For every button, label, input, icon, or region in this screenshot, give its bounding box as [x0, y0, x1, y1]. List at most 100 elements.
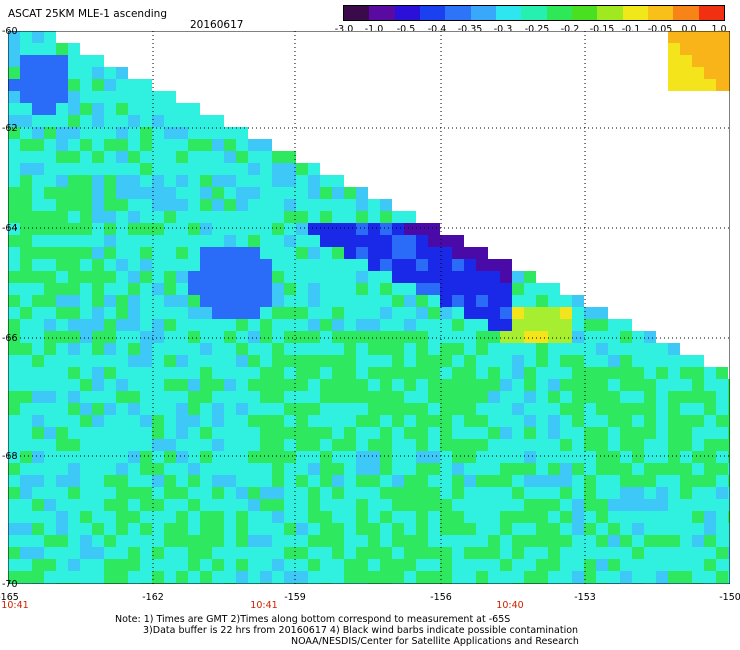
data-cell — [32, 283, 44, 295]
data-cell — [404, 403, 416, 415]
data-cell — [608, 403, 620, 415]
data-cell — [236, 475, 248, 487]
data-cell — [128, 331, 140, 343]
data-cell — [608, 487, 620, 499]
data-cell — [20, 259, 32, 271]
data-cell — [116, 379, 128, 391]
data-cell — [272, 415, 284, 427]
data-cell — [116, 427, 128, 439]
data-cell — [284, 199, 296, 211]
data-cell — [56, 259, 68, 271]
color-scale-tick-label: -1.0 — [364, 24, 384, 35]
data-cell — [176, 523, 188, 535]
data-cell — [596, 571, 608, 583]
data-cell — [344, 343, 356, 355]
data-cell — [20, 355, 32, 367]
data-cell — [248, 235, 260, 247]
data-cell — [356, 523, 368, 535]
data-cell — [152, 355, 164, 367]
data-cell — [68, 427, 80, 439]
data-cell — [152, 319, 164, 331]
data-cell — [8, 571, 20, 583]
data-cell — [8, 535, 20, 547]
data-cell — [476, 415, 488, 427]
data-cell — [404, 355, 416, 367]
data-cell — [464, 523, 476, 535]
data-cell — [140, 559, 152, 571]
data-cell — [272, 283, 284, 295]
data-cell — [404, 223, 416, 235]
data-cell — [644, 475, 656, 487]
data-cell — [716, 379, 728, 391]
data-cell — [80, 355, 92, 367]
data-cell — [236, 439, 248, 451]
data-cell — [140, 451, 152, 463]
data-cell — [140, 499, 152, 511]
data-cell — [524, 547, 536, 559]
data-cell — [704, 31, 716, 43]
data-cell — [512, 523, 524, 535]
data-cell — [596, 511, 608, 523]
data-cell — [116, 271, 128, 283]
data-cell — [164, 139, 176, 151]
data-cell — [140, 523, 152, 535]
data-cell — [176, 235, 188, 247]
data-cell — [248, 295, 260, 307]
data-cell — [704, 403, 716, 415]
data-cell — [80, 127, 92, 139]
data-cell — [188, 391, 200, 403]
data-cell — [380, 247, 392, 259]
data-cell — [680, 391, 692, 403]
data-cell — [548, 283, 560, 295]
data-cell — [452, 535, 464, 547]
color-scale-tick-label: -0.35 — [457, 24, 483, 35]
data-cell — [236, 175, 248, 187]
data-cell — [188, 223, 200, 235]
data-cell — [428, 391, 440, 403]
data-cell — [620, 319, 632, 331]
longitude-label: -153 — [574, 592, 596, 603]
data-cell — [128, 511, 140, 523]
data-cell — [116, 475, 128, 487]
data-cell — [68, 67, 80, 79]
data-cell — [512, 391, 524, 403]
data-cell — [680, 67, 692, 79]
data-cell — [200, 187, 212, 199]
data-cell — [620, 523, 632, 535]
data-cell — [488, 475, 500, 487]
data-cell — [236, 415, 248, 427]
data-cell — [584, 415, 596, 427]
data-cell — [32, 403, 44, 415]
data-cell — [284, 235, 296, 247]
data-cell — [116, 523, 128, 535]
data-cell — [20, 571, 32, 583]
data-cell — [560, 331, 572, 343]
data-cell — [416, 427, 428, 439]
data-cell — [92, 127, 104, 139]
data-cell — [236, 139, 248, 151]
data-cell — [128, 499, 140, 511]
data-cell — [440, 355, 452, 367]
data-cell — [344, 259, 356, 271]
data-cell — [176, 463, 188, 475]
data-cell — [152, 427, 164, 439]
data-cell — [296, 451, 308, 463]
data-cell — [164, 259, 176, 271]
data-cell — [464, 355, 476, 367]
data-cell — [20, 415, 32, 427]
data-cell — [20, 67, 32, 79]
data-cell — [116, 199, 128, 211]
data-cell — [164, 163, 176, 175]
data-cell — [716, 499, 728, 511]
data-cell — [104, 187, 116, 199]
data-cell — [500, 379, 512, 391]
data-cell — [524, 271, 536, 283]
data-cell — [680, 487, 692, 499]
data-cell — [8, 523, 20, 535]
data-cell — [584, 547, 596, 559]
data-cell — [524, 343, 536, 355]
data-cell — [368, 271, 380, 283]
data-cell — [416, 379, 428, 391]
data-cell — [668, 475, 680, 487]
data-cell — [464, 319, 476, 331]
